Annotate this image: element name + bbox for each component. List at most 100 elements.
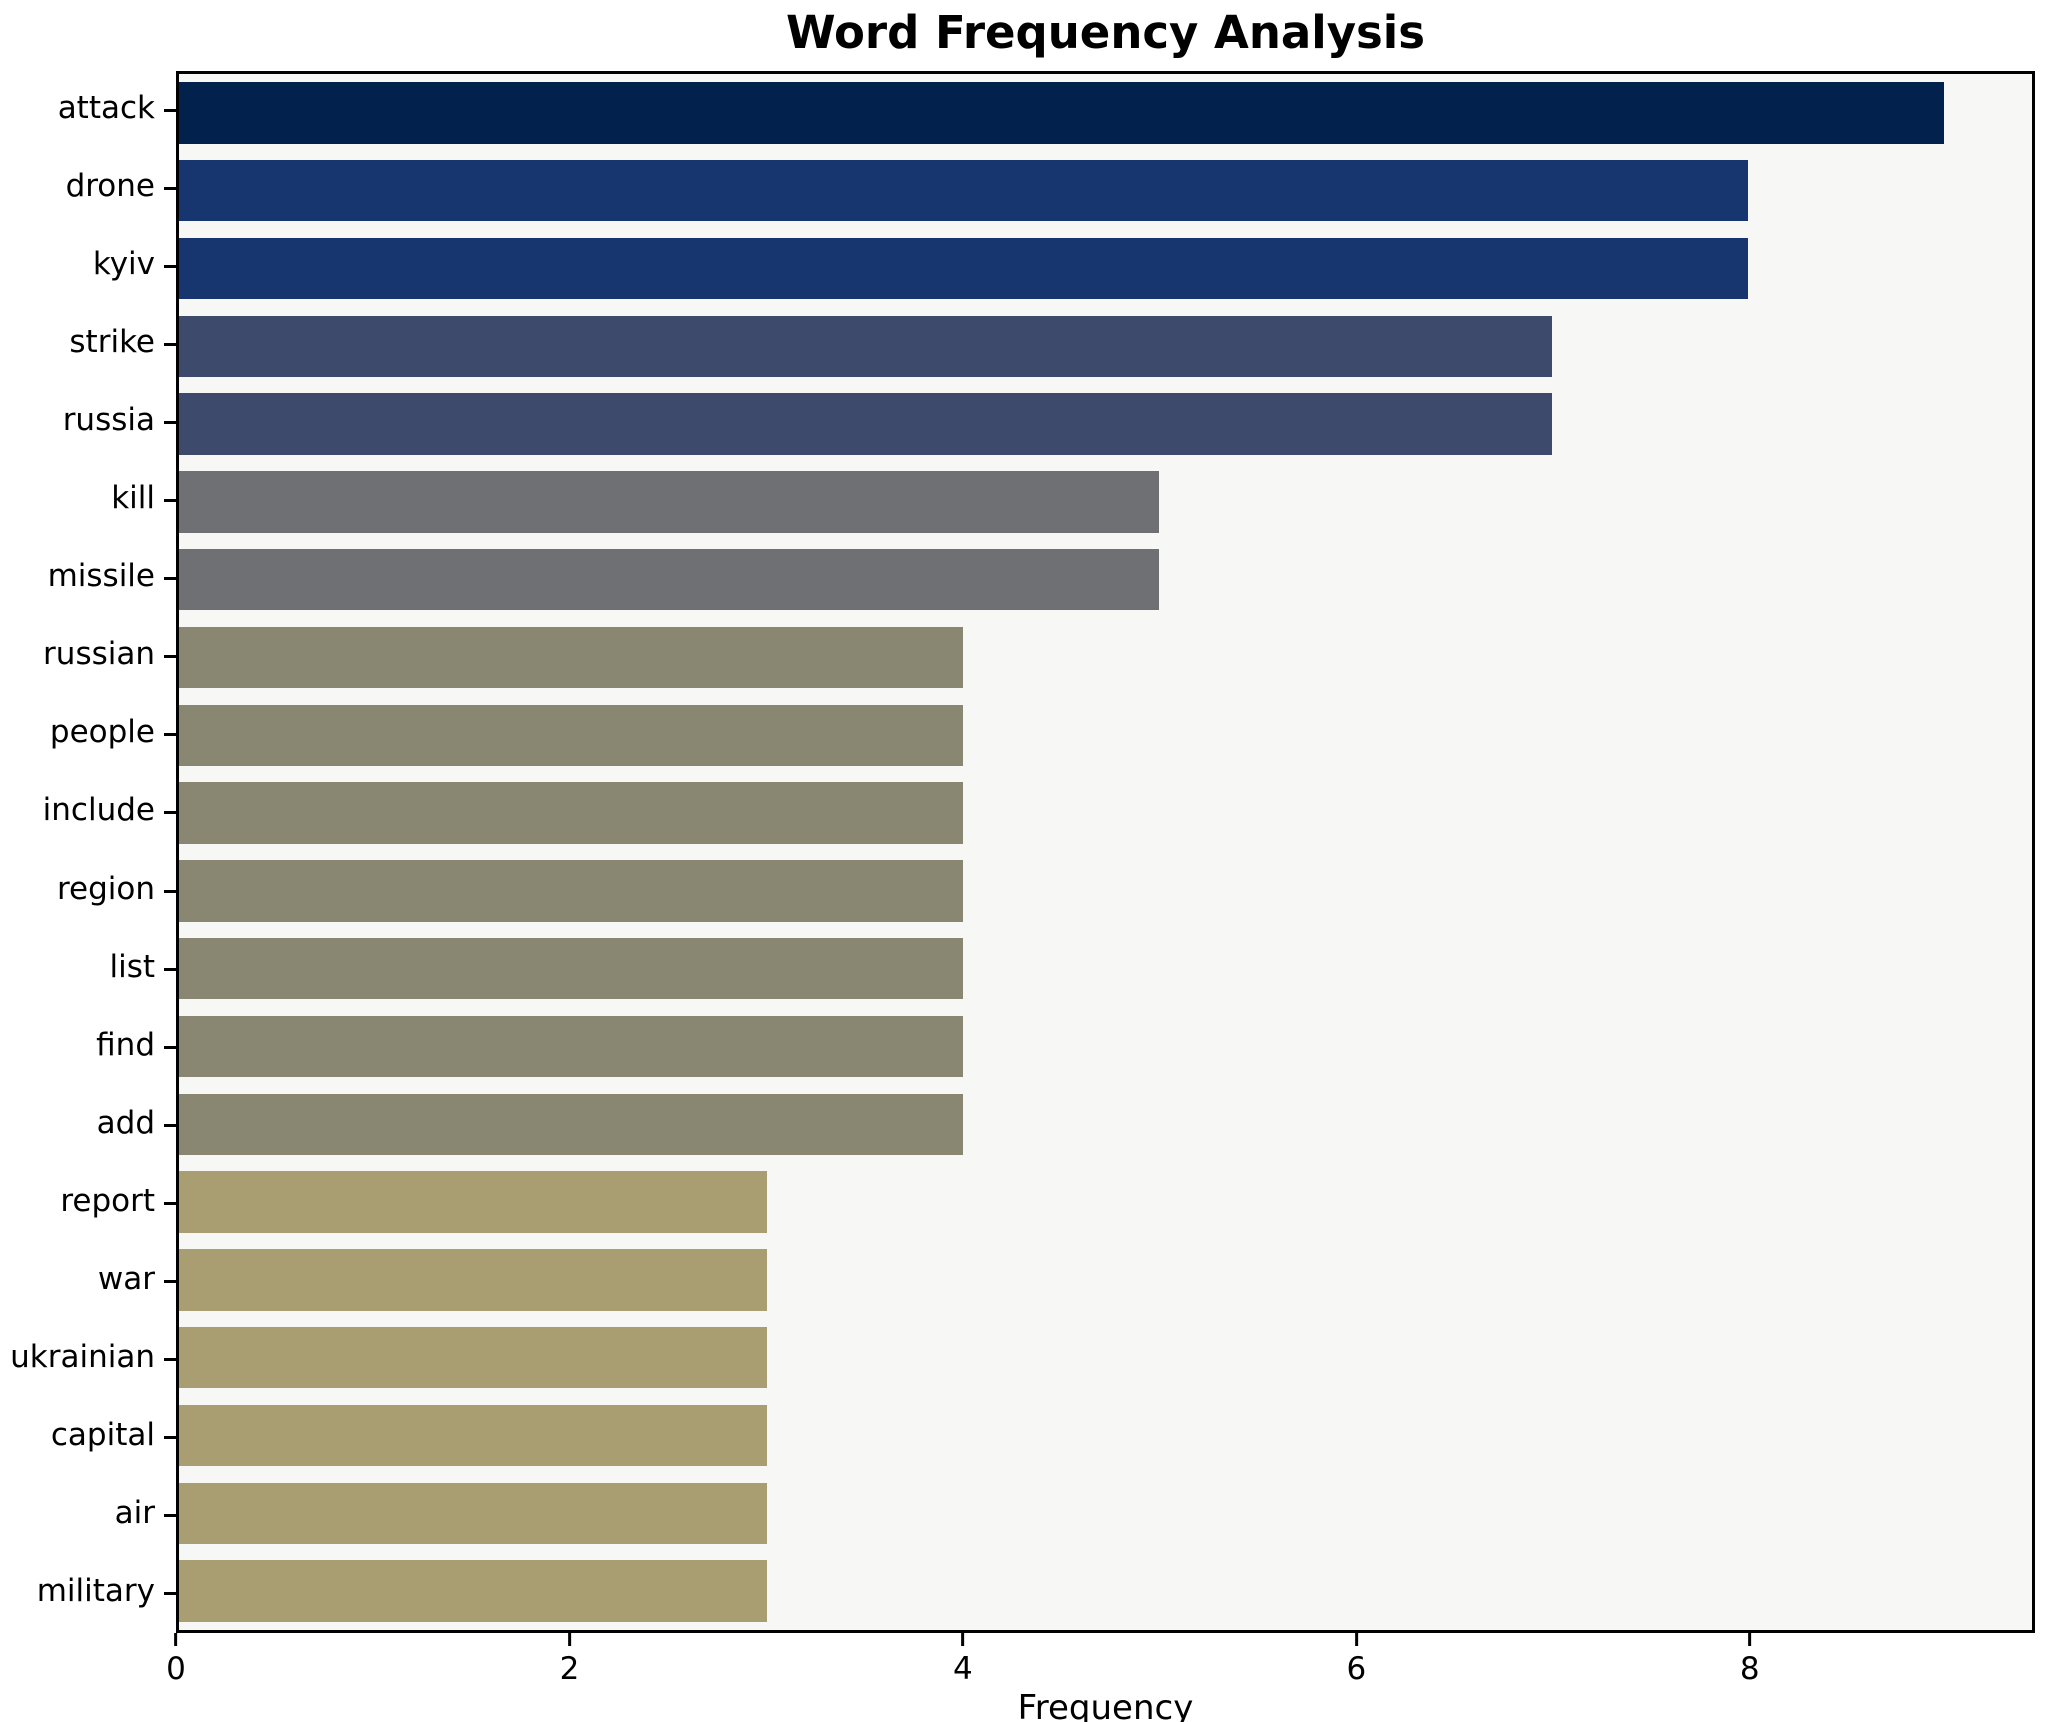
y-label-row: report — [0, 1164, 176, 1242]
bar-russian — [179, 626, 964, 689]
y-label-row: kill — [0, 461, 176, 539]
y-tick-mark — [164, 108, 176, 112]
y-tick-label-russia: russia — [62, 401, 155, 438]
bar-war — [179, 1249, 768, 1311]
y-tick-label-attack: attack — [57, 89, 155, 126]
chart-title: Word Frequency Analysis — [785, 6, 1426, 59]
y-tick-mark — [164, 1280, 176, 1284]
y-tick-label-military: military — [36, 1573, 155, 1610]
y-label-row: war — [0, 1242, 176, 1320]
x-tick-0: 0 — [166, 1633, 186, 1685]
y-label-row: people — [0, 696, 176, 774]
x-tick-label-0: 0 — [166, 1651, 186, 1687]
bar-region — [179, 860, 964, 922]
bar-missile — [179, 548, 1160, 611]
y-tick-mark — [164, 889, 176, 893]
bar-row — [179, 1085, 2032, 1163]
bar-capital — [179, 1404, 768, 1467]
y-tick-mark — [164, 420, 176, 424]
x-axis-ticks: 0 2 4 6 8 — [166, 1633, 2035, 1703]
bar-row — [179, 307, 2032, 385]
x-tick-label-6: 6 — [1346, 1651, 1367, 1687]
x-tick-label-8: 8 — [1739, 1651, 1760, 1687]
bar-row — [179, 1008, 2032, 1086]
y-tick-mark — [164, 342, 176, 346]
x-tick-mark — [567, 1633, 571, 1646]
y-label-row: find — [0, 1008, 176, 1086]
bar-row — [179, 1397, 2032, 1475]
y-tick-label-capital: capital — [50, 1417, 155, 1454]
bars-container — [179, 74, 2032, 1630]
bar-row — [179, 930, 2032, 1008]
plot-area — [176, 71, 2035, 1633]
y-label-row: list — [0, 930, 176, 1008]
y-label-row: region — [0, 852, 176, 930]
bar-row — [179, 1319, 2032, 1397]
y-tick-label-russian: russian — [43, 636, 155, 673]
y-tick-mark — [164, 499, 176, 503]
x-tick-label-2: 2 — [559, 1651, 580, 1687]
y-tick-label-ukrainian: ukrainian — [10, 1339, 155, 1376]
y-tick-label-list: list — [109, 948, 155, 985]
y-label-row: air — [0, 1477, 176, 1555]
y-tick-mark — [164, 967, 176, 971]
y-label-row: drone — [0, 149, 176, 227]
y-tick-mark — [164, 1514, 176, 1518]
x-tick-mark — [1748, 1633, 1752, 1646]
bar-add — [179, 1093, 964, 1156]
y-tick-mark — [164, 1201, 176, 1205]
y-tick-label-drone: drone — [65, 167, 155, 204]
x-tick-2: 2 — [559, 1633, 580, 1687]
y-tick-label-air: air — [114, 1495, 155, 1532]
y-tick-mark — [164, 655, 176, 659]
bar-kyiv — [179, 237, 1748, 300]
x-tick-mark — [961, 1633, 965, 1646]
y-tick-mark — [164, 1045, 176, 1049]
y-tick-mark — [164, 186, 176, 190]
y-tick-mark — [164, 1436, 176, 1440]
bar-air — [179, 1482, 768, 1545]
y-tick-label-kill: kill — [111, 480, 155, 517]
y-axis-labels: attack drone kyiv strike russia kill missile ru… — [0, 71, 176, 1633]
bar-row — [179, 1163, 2032, 1241]
bar-attack — [179, 82, 1944, 144]
y-tick-label-find: find — [96, 1026, 155, 1063]
bar-strike — [179, 315, 1552, 378]
bar-list — [179, 937, 964, 1000]
y-tick-label-region: region — [56, 870, 155, 907]
bar-row — [179, 696, 2032, 774]
y-tick-label-people: people — [49, 714, 155, 751]
bar-row — [179, 463, 2032, 541]
y-label-row: add — [0, 1086, 176, 1164]
y-tick-mark — [164, 1358, 176, 1362]
bar-kill — [179, 471, 1160, 533]
bar-row — [179, 1241, 2032, 1319]
x-tick-label-4: 4 — [953, 1651, 973, 1687]
y-label-row: missile — [0, 540, 176, 618]
y-label-row: capital — [0, 1399, 176, 1477]
y-tick-mark — [164, 264, 176, 268]
y-tick-mark — [164, 811, 176, 815]
y-tick-mark — [164, 577, 176, 581]
x-tick-4: 4 — [953, 1633, 973, 1685]
bar-row — [179, 619, 2032, 697]
bar-row — [179, 852, 2032, 930]
y-label-row: russian — [0, 618, 176, 696]
y-label-row: russia — [0, 383, 176, 461]
y-label-row: attack — [0, 71, 176, 149]
x-axis-title: Frequency — [1017, 1688, 1194, 1722]
bar-ukrainian — [179, 1326, 768, 1389]
bar-row — [179, 541, 2032, 619]
y-tick-mark — [164, 733, 176, 737]
x-tick-6: 6 — [1346, 1633, 1366, 1685]
y-label-row: ukrainian — [0, 1321, 176, 1399]
y-tick-mark — [164, 1592, 176, 1596]
y-label-row: kyiv — [0, 227, 176, 305]
y-tick-label-report: report — [60, 1182, 155, 1219]
y-tick-label-war: war — [97, 1261, 155, 1298]
x-tick-mark — [1354, 1633, 1358, 1646]
bar-row — [179, 1474, 2032, 1552]
bar-row — [179, 774, 2032, 852]
bar-row — [179, 230, 2032, 308]
